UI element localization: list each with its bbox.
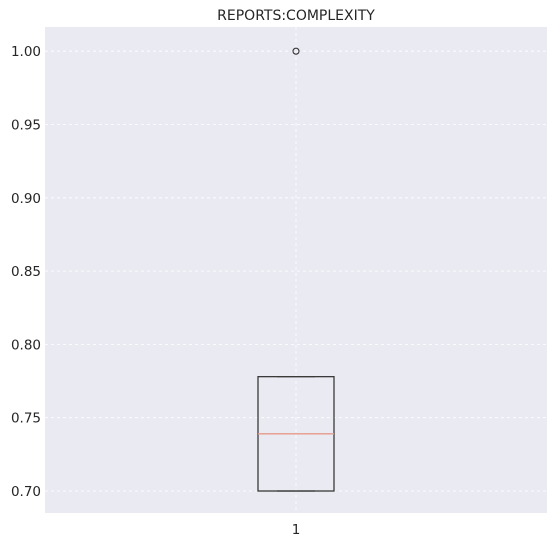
boxes <box>257 47 335 492</box>
box-1 <box>257 47 335 492</box>
chart-title: REPORTS:COMPLEXITY <box>217 8 375 24</box>
x-tick-label: 1 <box>292 522 301 538</box>
y-tick-label: 0.90 <box>11 191 41 207</box>
y-tick-label: 0.75 <box>11 411 41 427</box>
grid-lines <box>45 27 547 513</box>
y-tick-label: 1.00 <box>11 44 41 60</box>
outlier-point <box>292 47 300 55</box>
y-tick-label: 0.80 <box>11 337 41 353</box>
y-tick-label: 0.95 <box>11 117 41 133</box>
x-axis-ticks: 1 <box>292 522 301 538</box>
y-tick-label: 0.70 <box>11 484 41 500</box>
y-axis-ticks: 0.70 0.75 0.80 0.85 0.90 0.95 1.00 <box>11 44 41 500</box>
y-tick-label: 0.85 <box>11 264 41 280</box>
